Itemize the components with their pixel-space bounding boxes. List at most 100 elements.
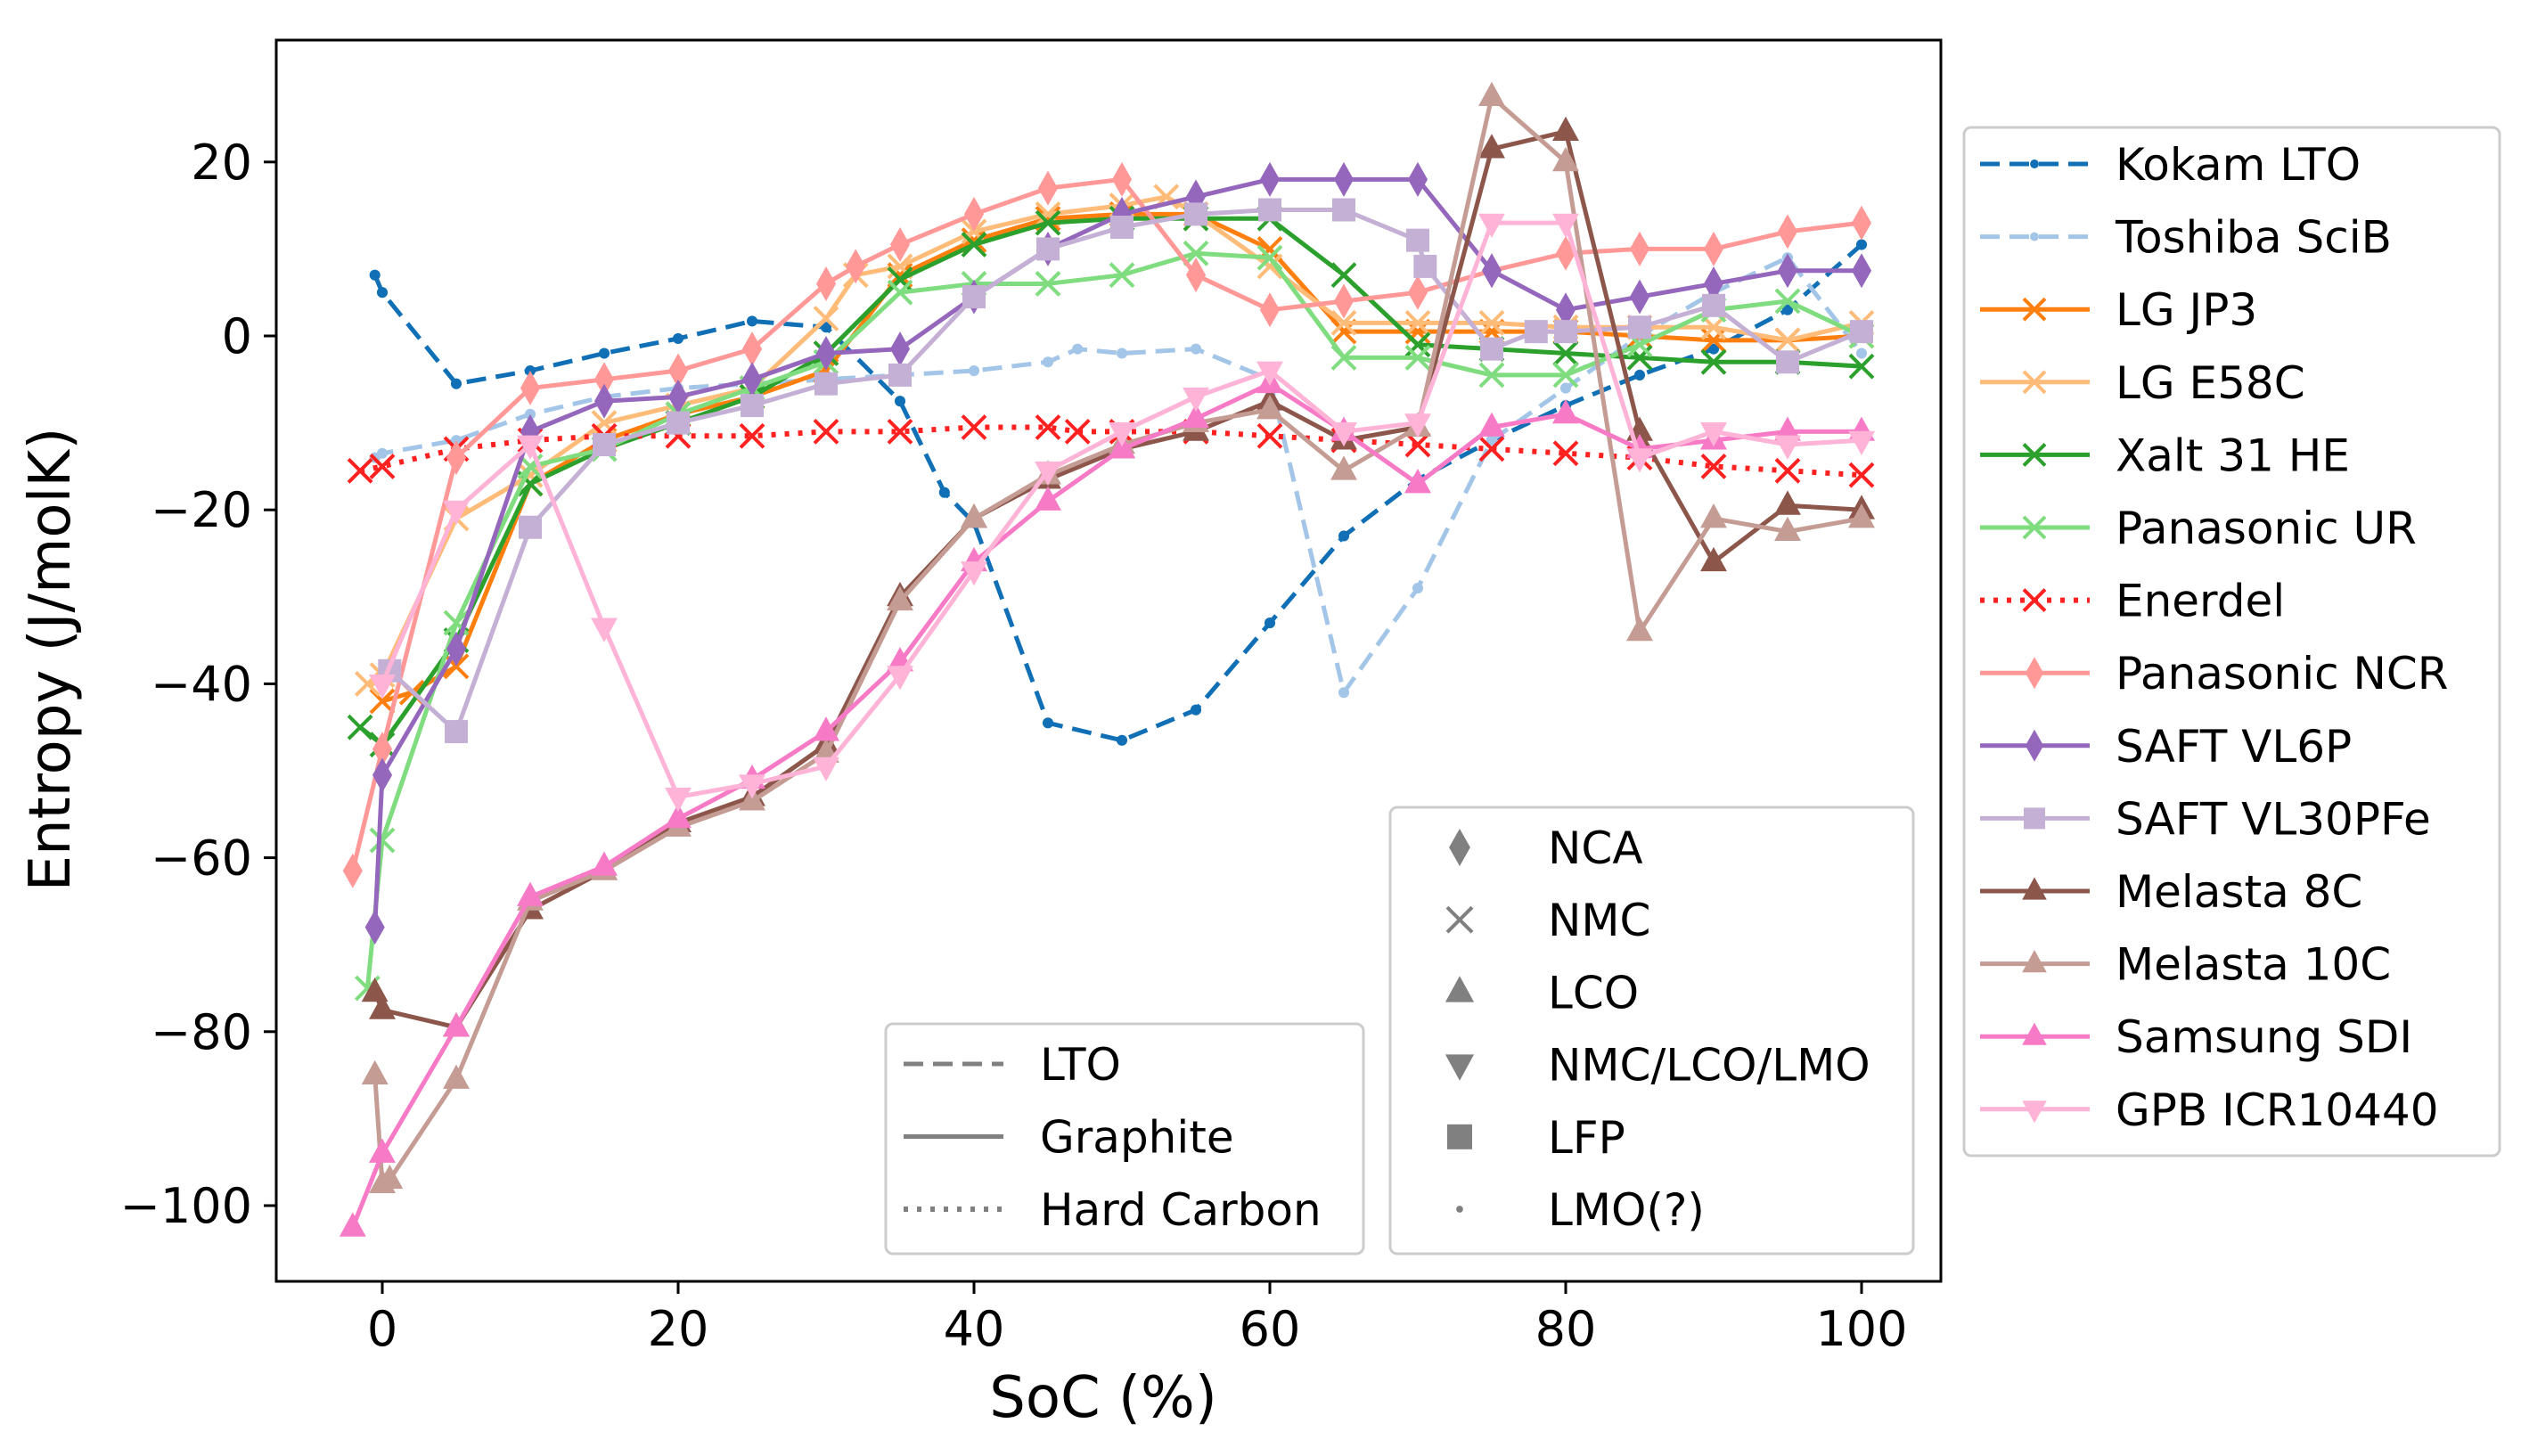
- legend-label: GPB ICR10440: [2116, 1084, 2439, 1136]
- data-point: [1259, 161, 1281, 197]
- data-point: [593, 433, 616, 456]
- data-point: [1116, 734, 1128, 746]
- data-point: [813, 306, 839, 331]
- data-point: [1333, 161, 1355, 197]
- data-point: [1184, 202, 1207, 226]
- legend-label: Xalt 31 HE: [2116, 429, 2350, 481]
- data-point: [1330, 455, 1357, 480]
- data-point: [1330, 262, 1357, 289]
- legend-item: SAFT VL30PFe: [1980, 793, 2431, 845]
- data-point: [1629, 231, 1650, 266]
- data-point: [963, 196, 985, 232]
- data-point: [450, 435, 462, 446]
- legend-label: Panasonic NCR: [2116, 648, 2449, 699]
- series-kokam-lto: [369, 239, 1868, 746]
- data-point: [1774, 435, 1801, 460]
- data-point: [1035, 486, 1061, 511]
- legend-item: Xalt 31 HE: [1980, 429, 2350, 481]
- legend-item: Enerdel: [1980, 576, 2285, 627]
- data-point: [1700, 453, 1727, 479]
- data-point: [520, 371, 541, 406]
- series-xalt-31-he: [347, 205, 1875, 758]
- data-point: [1774, 327, 1801, 354]
- data-point: [961, 561, 987, 586]
- data-point: [815, 266, 837, 301]
- y-tick-label: −100: [120, 1178, 252, 1234]
- data-point: [1851, 253, 1872, 289]
- data-point: [1064, 418, 1091, 445]
- data-point: [1700, 421, 1727, 447]
- legend-label: LG JP3: [2116, 284, 2257, 336]
- data-point: [1707, 343, 1720, 355]
- data-point: [1036, 237, 1060, 261]
- data-point: [520, 413, 541, 449]
- data-point: [1850, 320, 1873, 344]
- legend-item: Samsung SDI: [1980, 1011, 2412, 1063]
- data-point: [962, 285, 986, 309]
- data-point: [1481, 253, 1502, 289]
- data-point: [1406, 228, 1429, 252]
- data-point: [1774, 457, 1801, 484]
- legend-label: SAFT VL6P: [2116, 721, 2352, 773]
- triangle-down-icon: [1445, 1054, 1475, 1081]
- data-point: [1407, 274, 1428, 310]
- data-point: [1109, 421, 1135, 447]
- legend-item: Toshiba SciB: [1980, 212, 2392, 264]
- data-point: [1552, 362, 1579, 389]
- data-point: [1552, 146, 1579, 172]
- triangle-down-icon: [2022, 1100, 2047, 1124]
- data-point: [1035, 209, 1061, 236]
- data-point: [376, 287, 389, 299]
- data-point: [672, 332, 684, 344]
- data-point: [1700, 503, 1727, 528]
- data-point: [889, 331, 911, 367]
- data-point: [1629, 279, 1650, 315]
- legend-item: Melasta 8C: [1980, 866, 2362, 918]
- x-tick-label: 80: [1535, 1301, 1597, 1357]
- data-point: [347, 457, 373, 484]
- data-point: [1559, 382, 1572, 394]
- series-line: [366, 194, 1862, 686]
- data-point: [1703, 266, 1724, 301]
- data-point: [938, 487, 950, 498]
- data-point: [1183, 403, 1209, 429]
- data-point: [1478, 81, 1505, 106]
- data-point: [1851, 205, 1872, 241]
- x-tick-label: 60: [1240, 1301, 1301, 1357]
- data-point: [443, 1012, 470, 1037]
- data-point: [361, 1059, 389, 1084]
- data-point: [1042, 356, 1054, 368]
- data-point: [1478, 213, 1505, 239]
- data-point: [887, 279, 913, 306]
- square-icon: [1447, 1124, 1472, 1149]
- data-point: [1777, 253, 1798, 289]
- data-point: [1552, 213, 1579, 239]
- data-point: [443, 500, 470, 526]
- data-point: [1190, 704, 1202, 716]
- data-point: [1774, 416, 1801, 441]
- data-point: [1776, 350, 1799, 374]
- data-point: [887, 418, 913, 445]
- y-axis-label: Entropy (J/molK): [18, 428, 84, 892]
- plot-area: [339, 81, 1875, 1237]
- data-point: [372, 732, 393, 767]
- data-point: [1183, 387, 1209, 413]
- data-point: [1338, 530, 1350, 542]
- data-point: [813, 418, 839, 445]
- data-point: [364, 910, 385, 945]
- data-point: [1700, 546, 1727, 572]
- data-point: [961, 232, 987, 258]
- data-point: [813, 716, 839, 741]
- data-point: [1555, 292, 1576, 328]
- data-point: [894, 396, 906, 407]
- diamond-icon: [2025, 657, 2044, 690]
- data-point: [1256, 361, 1283, 386]
- data-point: [739, 774, 765, 799]
- data-point: [1524, 320, 1548, 344]
- data-point: [1855, 239, 1868, 250]
- legend-label: Hard Carbon: [1040, 1184, 1322, 1236]
- data-point: [820, 322, 832, 333]
- data-point: [1703, 231, 1724, 266]
- data-point: [813, 757, 839, 782]
- data-point: [961, 503, 987, 528]
